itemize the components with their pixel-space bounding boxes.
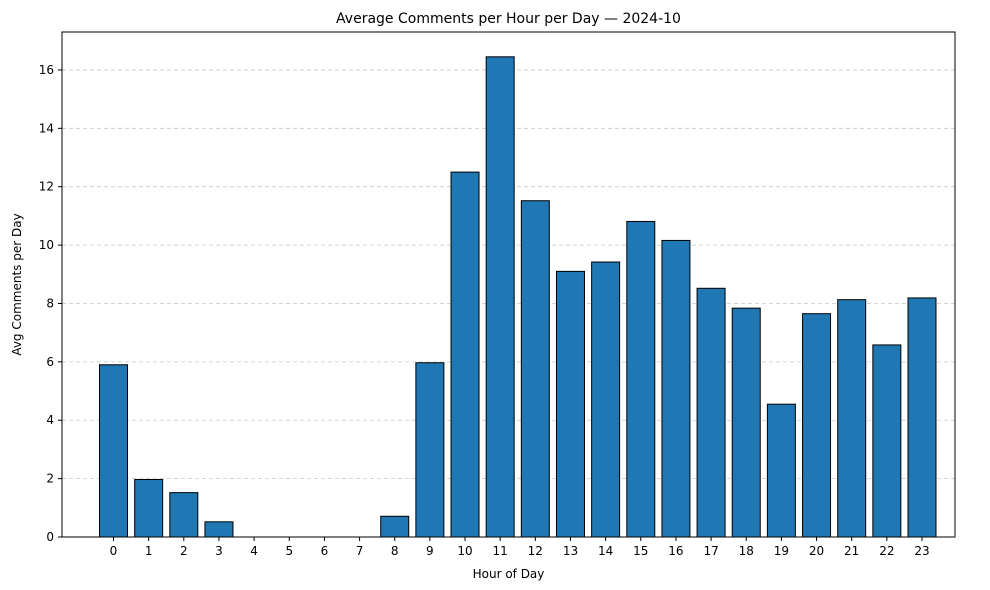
x-axis-ticks: 0 1 2 3 4 5 6 7 8 9 10 11 12 13 14 15 16 17 18 19 20 21 22 23 (110, 537, 930, 558)
bar-hour-16 (661, 239, 691, 538)
bar-hour-3 (204, 521, 234, 538)
y-axis-title: Avg Comments per Day (10, 213, 24, 355)
bar-hour-21 (837, 299, 867, 538)
x-tick-label: 9 (426, 544, 434, 558)
x-tick-label: 12 (528, 544, 543, 558)
y-tick-label: 16 (39, 63, 54, 77)
x-tick-label: 11 (493, 544, 508, 558)
x-tick-label: 15 (633, 544, 648, 558)
y-tick-label: 14 (39, 121, 54, 135)
bar-hour-14 (591, 261, 621, 538)
y-tick-label: 10 (39, 238, 54, 252)
bar-hour-19 (766, 403, 796, 538)
bar-hour-9 (415, 362, 445, 538)
bar-hour-1 (134, 478, 164, 538)
x-tick-label: 10 (457, 544, 472, 558)
x-tick-label: 5 (285, 544, 293, 558)
bar-hour-12 (520, 200, 550, 538)
x-tick-label: 20 (809, 544, 824, 558)
x-tick-label: 4 (250, 544, 258, 558)
bar-hour-2 (169, 492, 199, 538)
x-tick-label: 1 (145, 544, 153, 558)
x-tick-label: 23 (914, 544, 929, 558)
x-tick-label: 3 (215, 544, 223, 558)
y-tick-label: 2 (46, 472, 54, 486)
x-tick-label: 19 (774, 544, 789, 558)
bar-hour-22 (872, 344, 902, 538)
bar-hour-23 (907, 297, 937, 538)
x-tick-label: 8 (391, 544, 399, 558)
x-tick-label: 0 (110, 544, 118, 558)
x-tick-label: 2 (180, 544, 188, 558)
x-tick-label: 13 (563, 544, 578, 558)
y-tick-label: 0 (46, 530, 54, 544)
x-tick-label: 14 (598, 544, 613, 558)
x-axis-title: Hour of Day (473, 567, 545, 581)
bars (99, 56, 937, 538)
bar-hour-0 (99, 364, 128, 538)
y-tick-label: 6 (46, 355, 54, 369)
bar-hour-17 (696, 287, 726, 538)
x-tick-label: 22 (879, 544, 894, 558)
y-tick-label: 12 (39, 180, 54, 194)
bar-hour-20 (802, 313, 832, 538)
bar-hour-10 (450, 171, 480, 538)
x-tick-label: 17 (703, 544, 718, 558)
x-tick-label: 6 (321, 544, 329, 558)
bar-hour-13 (555, 270, 585, 538)
x-tick-label: 21 (844, 544, 859, 558)
bar-hour-18 (731, 307, 761, 538)
y-tick-label: 8 (46, 296, 54, 310)
x-tick-label: 7 (356, 544, 364, 558)
y-tick-label: 4 (46, 413, 54, 427)
chart-title: Average Comments per Hour per Day — 2024… (336, 11, 681, 27)
bar-hour-8 (380, 515, 410, 538)
y-axis-ticks: 0 2 4 6 8 10 12 14 16 (39, 63, 62, 544)
plot-frame (61, 31, 956, 538)
bar-hour-15 (626, 220, 656, 538)
x-tick-label: 16 (668, 544, 683, 558)
bar-hour-11 (485, 56, 515, 538)
x-tick-label: 18 (739, 544, 754, 558)
